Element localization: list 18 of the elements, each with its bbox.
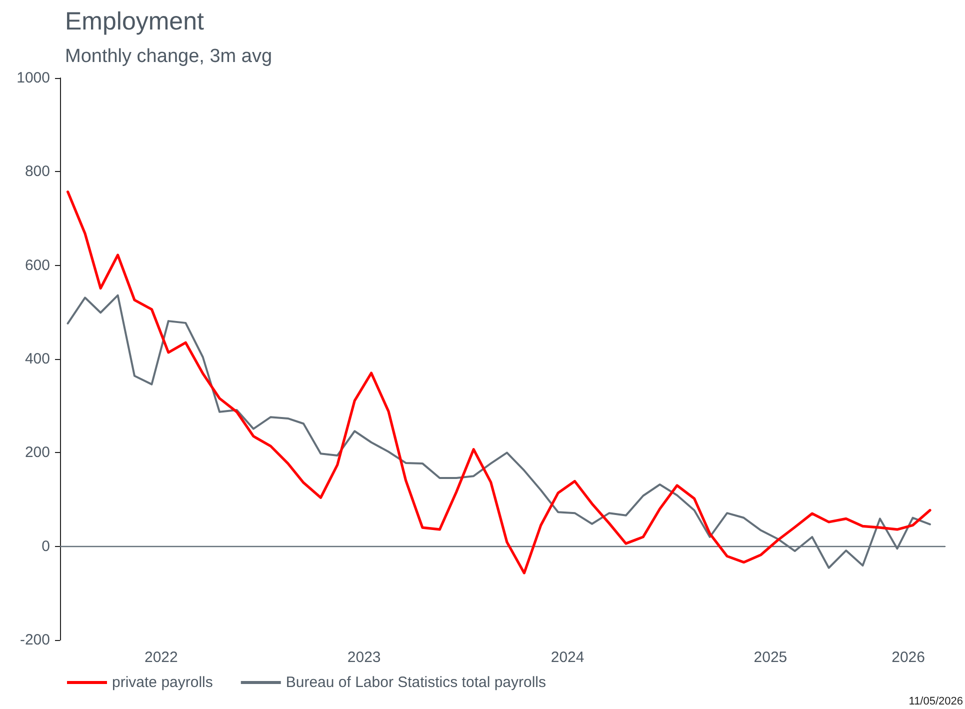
y-tick-label: -200 xyxy=(20,632,50,648)
legend-label: private payrolls xyxy=(112,674,213,691)
x-tick-label: 2026 xyxy=(892,649,925,666)
y-tick-label: 600 xyxy=(24,256,50,274)
y-tick-label: 800 xyxy=(24,163,50,180)
legend-label: Bureau of Labor Statistics total payrolls xyxy=(286,674,546,691)
text: 11/05/2026 xyxy=(908,696,964,708)
chart-subtitle: Monthly change, 3m avg xyxy=(65,46,272,67)
y-tick-label: 400 xyxy=(24,350,50,368)
y-tick-label: 1000 xyxy=(16,70,50,86)
x-tick-label: 2022 xyxy=(144,649,178,666)
x-tick-label: 2023 xyxy=(347,649,381,666)
y-tick-label: 0 xyxy=(42,538,50,555)
chart-title: Employment xyxy=(65,8,204,36)
y-tick-label: 200 xyxy=(24,444,50,462)
x-tick-label: 2024 xyxy=(550,649,584,666)
x-tick-label: 2025 xyxy=(754,649,788,666)
line-series xyxy=(66,190,932,574)
